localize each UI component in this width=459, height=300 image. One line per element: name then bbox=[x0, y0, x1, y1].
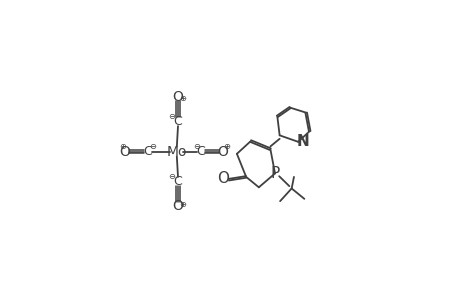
Text: ⊖: ⊖ bbox=[149, 142, 156, 151]
Text: Mo: Mo bbox=[166, 145, 187, 158]
Text: N: N bbox=[296, 134, 308, 149]
Text: C: C bbox=[196, 145, 205, 158]
Text: ⊕: ⊕ bbox=[119, 142, 126, 151]
Text: C: C bbox=[143, 145, 152, 158]
Text: O: O bbox=[119, 145, 130, 158]
Text: ⊕: ⊕ bbox=[223, 142, 230, 151]
Text: ⊕: ⊕ bbox=[179, 94, 186, 103]
Text: O: O bbox=[217, 171, 229, 186]
Text: C: C bbox=[173, 175, 182, 188]
Text: C: C bbox=[173, 115, 182, 128]
Text: P: P bbox=[270, 166, 279, 181]
Text: ⊖: ⊖ bbox=[168, 112, 175, 121]
Text: O: O bbox=[172, 90, 183, 104]
Text: ⊕: ⊕ bbox=[179, 200, 186, 209]
Text: O: O bbox=[172, 199, 183, 213]
Text: O: O bbox=[217, 145, 228, 158]
Text: ⊖: ⊖ bbox=[193, 142, 200, 151]
Text: ⊖: ⊖ bbox=[168, 172, 175, 182]
